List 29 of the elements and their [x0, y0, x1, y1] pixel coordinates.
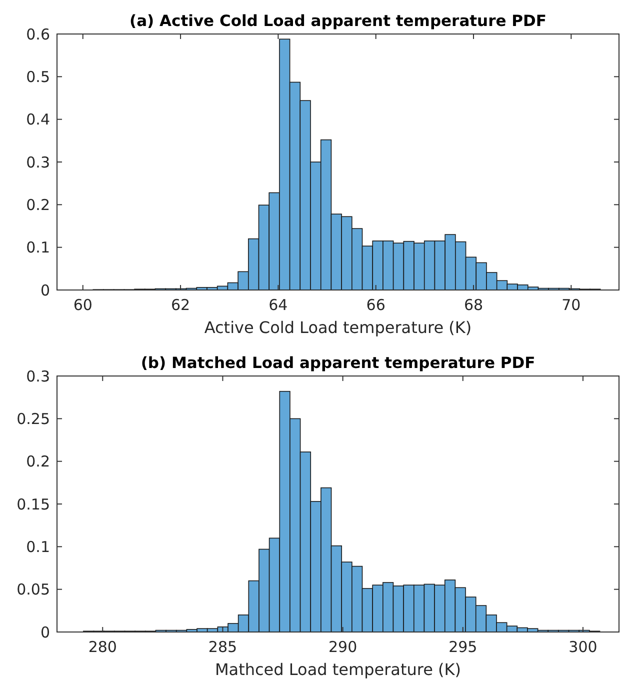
x-tick-label: 66: [366, 296, 386, 314]
chart-title: (a) Active Cold Load apparent temperature PDF: [130, 12, 546, 30]
x-tick-label: 62: [170, 296, 190, 314]
y-tick-label: 0: [40, 281, 50, 300]
y-tick-label: 0.3: [26, 153, 50, 172]
y-tick-label: 0.5: [26, 68, 50, 86]
y-tick-label: 0.6: [26, 25, 50, 44]
x-tick-label: 290: [328, 638, 358, 656]
y-tick-label: 0.1: [26, 238, 50, 257]
x-axis-title: Active Cold Load temperature (K): [204, 318, 472, 337]
chart-title: (b) Matched Load apparent temperature PDF: [140, 354, 536, 372]
x-tick-label: 280: [88, 638, 117, 656]
x-tick-label: 70: [562, 296, 581, 314]
y-tick-label: 0.2: [26, 196, 50, 214]
x-tick-label: 60: [73, 296, 92, 314]
y-tick-label: 0.1: [26, 538, 50, 556]
x-tick-label: 285: [208, 638, 238, 656]
x-tick-label: 64: [268, 296, 288, 314]
y-tick-label: 0.05: [16, 580, 50, 599]
x-tick-label: 295: [448, 638, 478, 656]
y-tick-label: 0: [40, 623, 50, 642]
y-tick-label: 0.15: [16, 495, 50, 514]
x-tick-label: 300: [568, 638, 598, 656]
y-tick-label: 0.2: [26, 452, 50, 471]
y-tick-label: 0.4: [26, 110, 50, 129]
x-axis-title: Mathced Load temperature (K): [214, 660, 462, 679]
y-tick-label: 0.25: [16, 410, 50, 428]
x-tick-label: 68: [464, 296, 484, 314]
y-tick-label: 0.3: [26, 367, 50, 386]
